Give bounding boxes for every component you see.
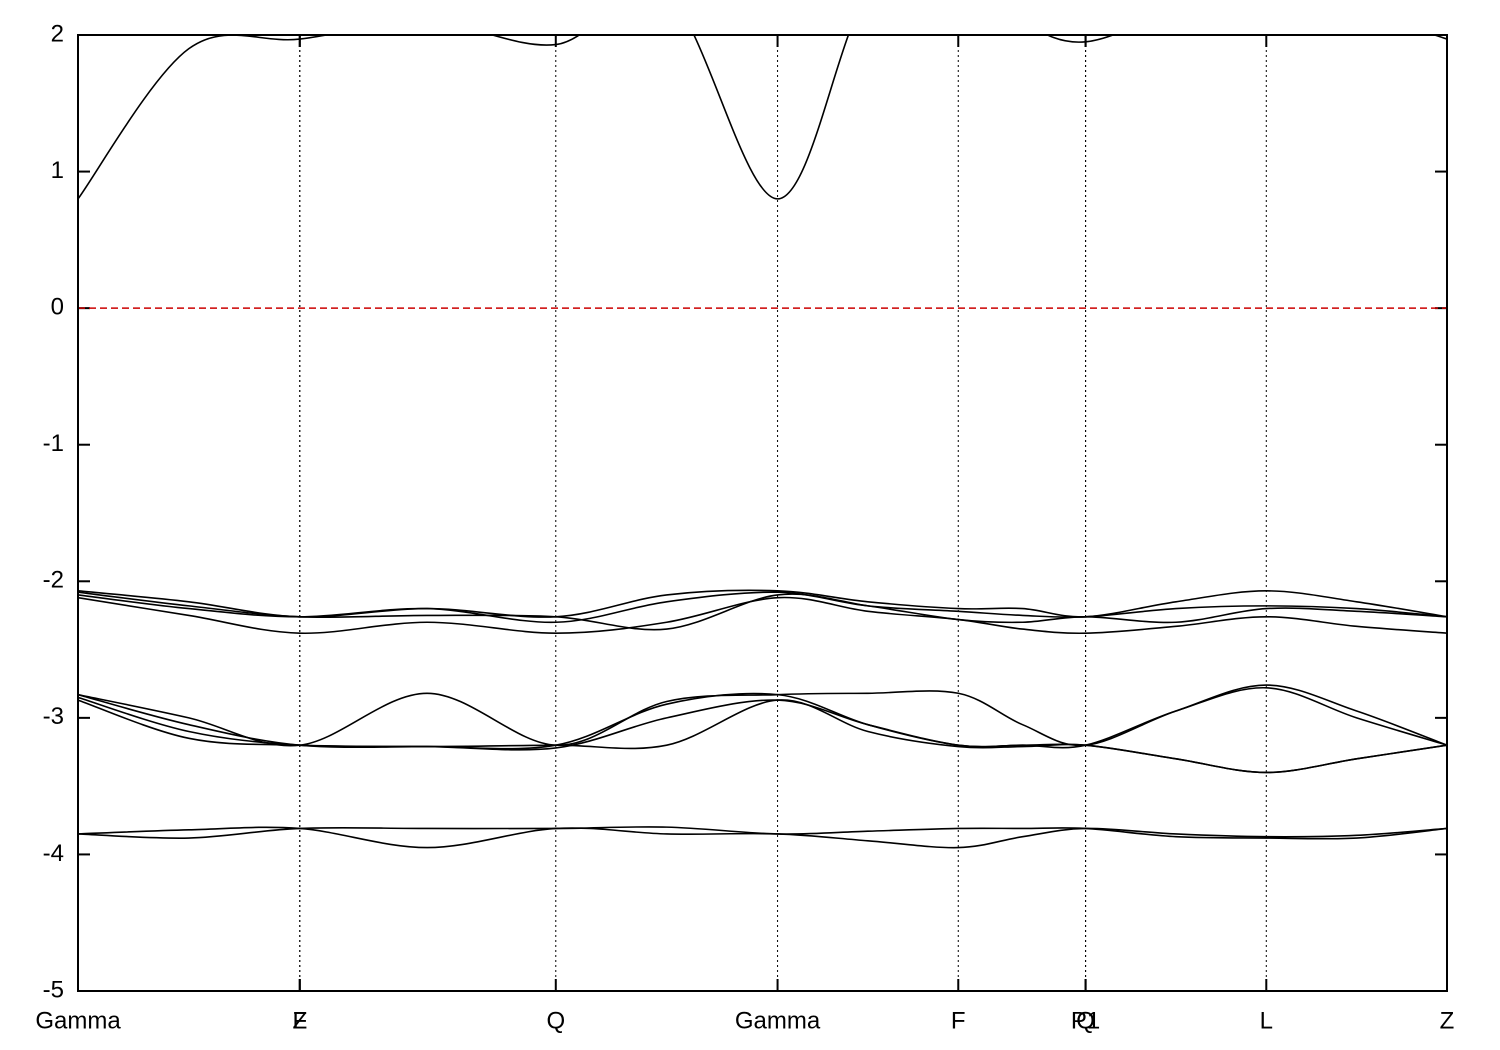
x-tick-label: Z [292, 1007, 307, 1034]
grid [77, 34, 1448, 992]
y-tick-label: 1 [51, 157, 64, 184]
band-line [78, 684, 1447, 747]
band-line [78, 589, 1447, 618]
band-line [78, 596, 1447, 635]
y-tick-label: -4 [43, 840, 64, 867]
band-line [78, 696, 1447, 774]
band-line [78, 35, 1447, 200]
x-tick-label: L [1260, 1007, 1273, 1034]
band-line [78, 591, 1447, 631]
x-tick-label: Gamma [35, 1007, 121, 1034]
x-tick-label: F [292, 1007, 307, 1034]
y-tick-label: -5 [43, 976, 64, 1003]
y-tick-label: 0 [51, 293, 64, 320]
x-tick-label: Gamma [735, 1007, 821, 1034]
x-tick-label: Z [1440, 1007, 1455, 1034]
y-tick-label: 2 [51, 20, 64, 47]
y-tick-label: -3 [43, 703, 64, 730]
band-line [78, 826, 1447, 840]
x-tick-label: P1 [1071, 1007, 1100, 1034]
x-tick-label: Q [546, 1007, 565, 1034]
y-tick-label: -2 [43, 567, 64, 594]
band-line [78, 826, 1447, 849]
plot-border [77, 34, 1448, 992]
band-line [78, 687, 1447, 750]
x-tick-label: F [951, 1007, 966, 1034]
x-tick-label: Q [1076, 1007, 1095, 1034]
y-tick-label: -1 [43, 430, 64, 457]
band-line [78, 699, 1447, 774]
plot-area [78, 35, 1447, 849]
